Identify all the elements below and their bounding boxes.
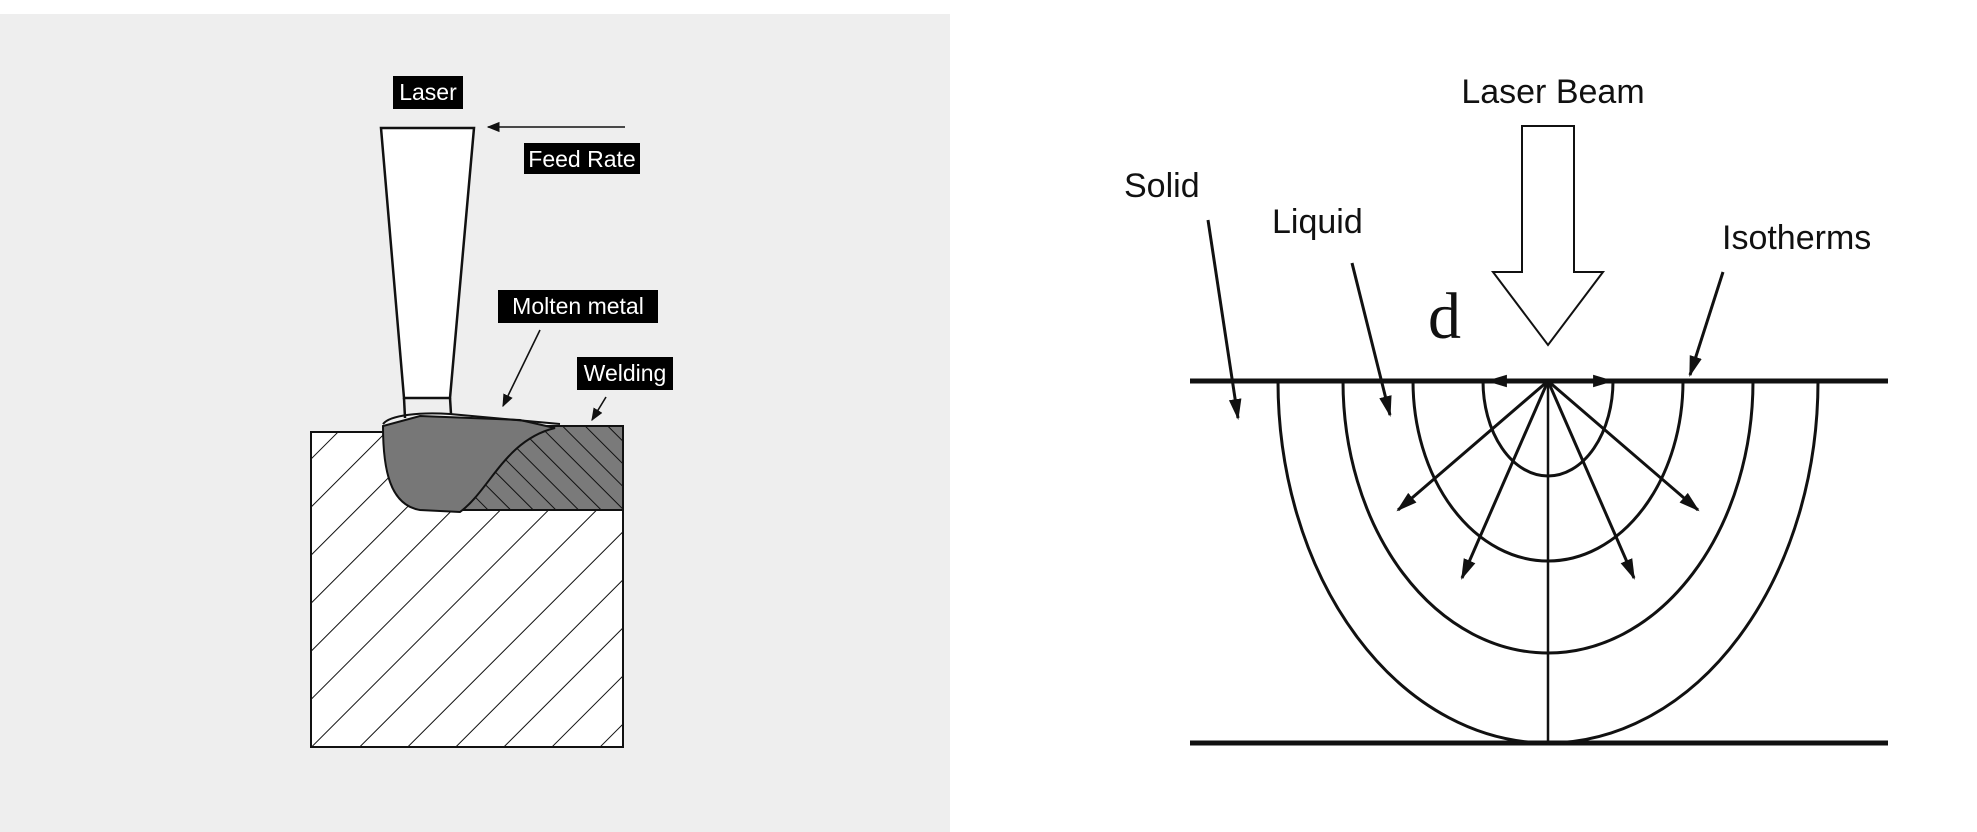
laser-label: Laser [399, 79, 457, 105]
molten-metal-label-box [498, 290, 658, 323]
molten-metal-pool [381, 414, 556, 514]
heat-arrow-right-inner [1546, 380, 1636, 580]
laser-welding-panel: Laser Feed Rate Molten metal Welding [0, 14, 950, 832]
liquid-label: Liquid [1272, 203, 1363, 241]
feed-rate-label-box [524, 143, 640, 174]
heat-arrow-right-outer [1547, 379, 1700, 512]
feed-rate-label: Feed Rate [528, 146, 635, 172]
isotherms-label: Isotherms [1722, 219, 1871, 257]
welding-arrow [591, 396, 607, 422]
depth-label: d [1428, 280, 1461, 353]
molten-metal-label: Molten metal [512, 293, 644, 319]
laser-beam-arrow [1490, 125, 1606, 347]
welding-label: Welding [584, 360, 667, 386]
solid-leader [1206, 219, 1242, 421]
liquid-leader [1350, 262, 1392, 418]
heat-arrow-left-outer [1396, 379, 1549, 512]
molten-metal-arrow [502, 329, 541, 408]
nozzle-right-edge-lower [448, 397, 453, 415]
laser-label-box [393, 76, 463, 109]
welding-label-box [577, 357, 673, 390]
nozzle-left-edge-lower [402, 397, 407, 419]
isotherm-schematic-panel: Laser Beam Solid Liquid Isotherms d [1124, 73, 1888, 746]
heat-flow-arrows [1396, 374, 1700, 580]
isotherms-leader [1688, 271, 1725, 377]
solid-label: Solid [1124, 167, 1200, 205]
laser-beam-label: Laser Beam [1461, 73, 1644, 111]
heat-arrow-left-inner [1460, 380, 1550, 580]
